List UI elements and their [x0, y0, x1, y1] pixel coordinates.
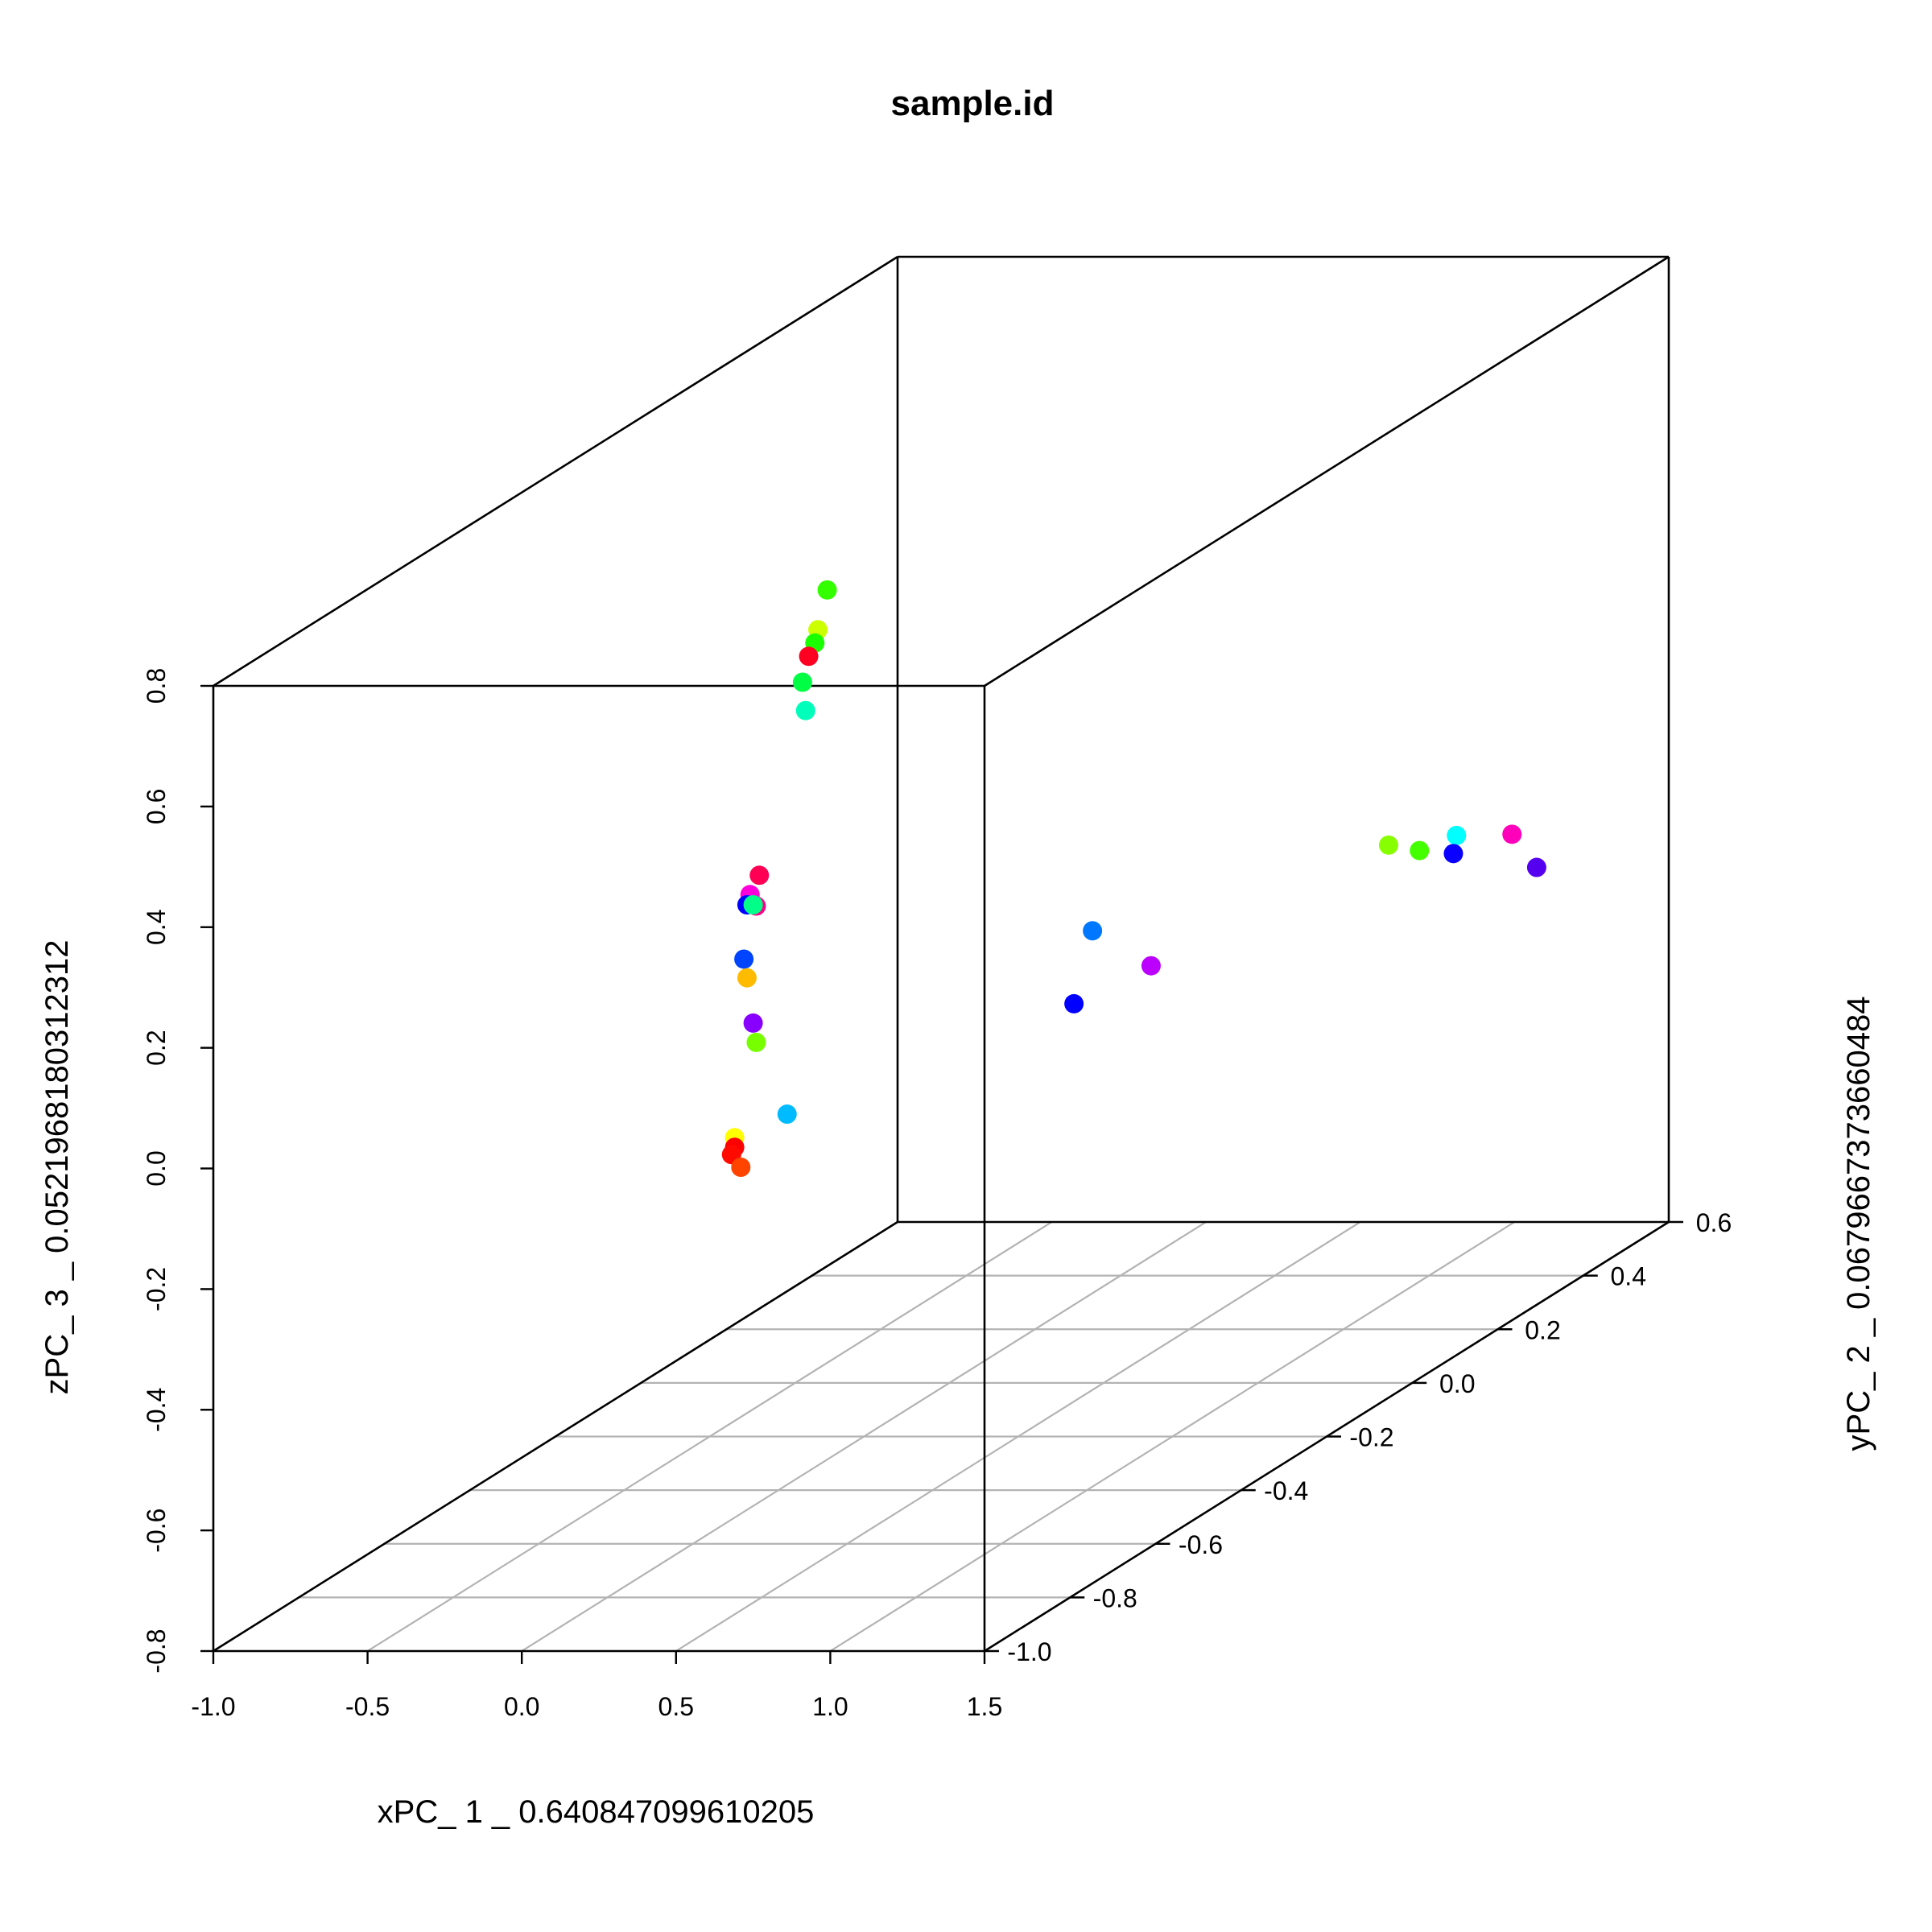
data-point [1064, 993, 1084, 1013]
data-point [817, 580, 837, 600]
z-tick-label: 0.4 [142, 910, 171, 945]
y-tick-label: -0.8 [1093, 1583, 1137, 1612]
data-point [1502, 824, 1522, 844]
x-tick-label: 0.5 [658, 1692, 694, 1721]
y-tick-label: 0.2 [1525, 1315, 1560, 1344]
data-point [1083, 921, 1103, 941]
data-point [731, 1158, 751, 1178]
plot-box [212, 255, 1670, 1653]
z-tick-label: 0.2 [142, 1030, 171, 1065]
y-tick-label: -1.0 [1007, 1637, 1051, 1666]
y-axis-label: yPC_ 2 _ 0.0679667373660484 [1841, 997, 1876, 1451]
box-edge [213, 1220, 898, 1653]
x-axis-label: xPC_ 1 _ 0.640847099610205 [378, 1794, 815, 1830]
data-point [1526, 857, 1546, 877]
box-edge [213, 255, 898, 687]
data-point [737, 968, 757, 988]
y-tick-label: 0.6 [1696, 1208, 1732, 1237]
z-tick-label: 0.6 [142, 789, 171, 824]
z-tick-label: -0.4 [142, 1388, 171, 1432]
data-point [1378, 835, 1398, 855]
x-tick-label: 0.0 [504, 1692, 539, 1721]
data-point [777, 1104, 797, 1125]
x-tick-label: -0.5 [345, 1692, 390, 1721]
data-point [1141, 956, 1161, 976]
data-point [799, 646, 819, 667]
data-point [749, 865, 770, 886]
data-point [743, 895, 763, 915]
data-point [1410, 840, 1430, 861]
data-point [734, 949, 754, 969]
floor-grid [299, 1221, 1583, 1652]
data-point [746, 1032, 766, 1052]
x-tick-label: 1.5 [967, 1692, 1002, 1721]
data-point [1447, 825, 1467, 845]
z-tick-label: -0.6 [142, 1509, 171, 1553]
y-tick-label: -0.6 [1179, 1530, 1223, 1559]
y-tick-label: 0.0 [1439, 1369, 1475, 1398]
chart-title: sample.id [891, 84, 1055, 123]
x-tick-label: 1.0 [812, 1692, 848, 1721]
x-axis-ticks: -1.0 -0.5 0.0 0.5 1.0 1.5 [191, 1651, 1002, 1721]
data-point [1443, 844, 1463, 864]
z-axis-label: zPC_ 3 _ 0.0521968180312312 [39, 940, 75, 1395]
box-edge [984, 255, 1670, 687]
y-tick-label: -0.2 [1349, 1423, 1393, 1452]
y-tick-label: 0.4 [1611, 1262, 1646, 1291]
data-points [721, 580, 1546, 1178]
z-axis-ticks: -0.8 -0.6 -0.4 -0.2 0.0 0.2 0.4 0.6 0.8 [142, 668, 213, 1674]
z-tick-label: 0.8 [142, 668, 171, 704]
z-tick-label: -0.8 [142, 1629, 171, 1673]
data-point [743, 1013, 763, 1033]
x-tick-label: -1.0 [191, 1692, 235, 1721]
y-axis-ticks: -1.0 -0.8 -0.6 -0.4 -0.2 0.0 0.2 0.4 0.6 [985, 1208, 1732, 1666]
z-tick-label: -0.2 [142, 1267, 171, 1311]
data-point [792, 672, 812, 692]
data-point [795, 700, 815, 720]
y-tick-label: -0.4 [1264, 1476, 1308, 1505]
z-tick-label: 0.0 [142, 1150, 171, 1186]
